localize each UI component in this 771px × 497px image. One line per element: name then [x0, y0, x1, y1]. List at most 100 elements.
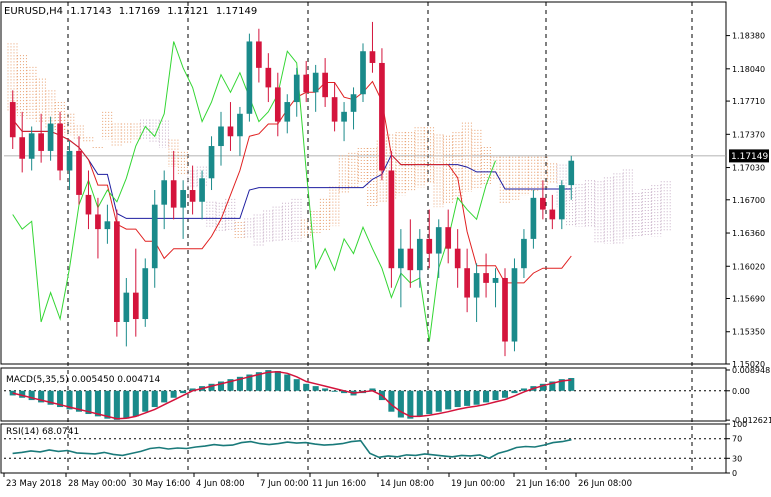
y-tick-label: 1.17710	[732, 97, 765, 106]
y-tick-label: 1.16700	[732, 196, 765, 205]
rsi-y-tick-label: 100	[732, 420, 747, 429]
candle-body	[398, 248, 404, 269]
current-price-value: 1.17149	[731, 152, 768, 162]
candle-body	[511, 268, 518, 342]
candle-body	[57, 123, 63, 171]
candle	[388, 150, 395, 288]
ohlc-close: 1.17149	[216, 6, 257, 17]
macd-bar	[75, 390, 83, 412]
candle	[369, 21, 376, 73]
candle-body	[502, 277, 508, 342]
macd-bar	[293, 379, 300, 391]
macd-bar	[397, 390, 404, 418]
ohlc-low: 1.17121	[167, 6, 208, 17]
macd-bar	[454, 390, 461, 408]
candle-body	[521, 238, 527, 269]
macd-bar	[473, 390, 480, 405]
candle-body	[227, 126, 234, 137]
macd-bar	[170, 390, 177, 398]
x-tick-label: 14 Jun 08:00	[380, 479, 434, 489]
x-tick-label: 21 Jun 16:00	[516, 479, 570, 489]
x-tick-label: 26 Jun 08:00	[578, 479, 632, 489]
candle	[199, 170, 205, 220]
candle	[189, 165, 196, 215]
candle-body	[38, 133, 44, 151]
candle-body	[218, 126, 224, 147]
candle-body	[104, 221, 111, 230]
panel-frame	[0, 1, 727, 365]
candle-body	[246, 41, 253, 114]
chart-header: EURUSD,H4 1.17143 1.17169 1.17121 1.1714…	[4, 6, 257, 17]
y-tick-label: 1.18040	[732, 65, 765, 74]
candle	[341, 102, 347, 142]
macd-bar	[549, 381, 556, 391]
candle-body	[435, 227, 442, 254]
macd-bar	[255, 372, 262, 391]
rsi-line	[12, 438, 572, 460]
rsi-title: RSI(14) 68.0741	[6, 427, 79, 437]
candle-body	[19, 137, 26, 159]
panel-frame	[0, 423, 727, 474]
symbol-label: EURUSD,H4	[4, 6, 63, 17]
rsi-y-tick-label: 30	[732, 454, 742, 463]
candle-body	[473, 273, 480, 298]
candle-body	[379, 62, 385, 171]
macd-bar	[388, 390, 395, 412]
candle	[85, 170, 92, 230]
candle-body	[388, 170, 395, 269]
chikou-span-line	[12, 41, 496, 342]
candle-body	[445, 227, 452, 249]
candle-body	[114, 221, 120, 322]
candle	[274, 72, 281, 137]
macd-bar	[511, 390, 518, 394]
candle-body	[151, 204, 158, 269]
y-tick-label: 1.16020	[732, 262, 765, 271]
candle	[47, 116, 54, 161]
candle	[350, 87, 357, 130]
macd-bar	[331, 390, 338, 392]
macd-bar	[180, 390, 187, 394]
candle	[293, 67, 300, 117]
candle	[114, 209, 120, 337]
candle	[284, 94, 291, 134]
candle	[95, 197, 101, 259]
candle-body	[9, 102, 16, 138]
y-tick-label: 1.15690	[732, 295, 765, 304]
x-tick-label: 30 May 16:00	[132, 479, 190, 489]
candle	[426, 209, 433, 269]
candle-body	[464, 268, 470, 298]
candle-body	[341, 111, 347, 122]
macd-bar	[369, 388, 376, 391]
candle-body	[28, 133, 35, 159]
rsi-y-tick-label: 0	[732, 469, 737, 478]
candle-body	[331, 97, 338, 122]
macd-bar	[568, 377, 575, 391]
macd-bar	[66, 390, 73, 410]
candle-body	[549, 209, 556, 220]
macd-bar	[416, 390, 423, 417]
macd-bar	[312, 386, 319, 391]
candle	[473, 263, 480, 322]
macd-bar	[464, 390, 471, 406]
candle	[435, 219, 442, 278]
macd-bar	[151, 390, 158, 408]
tenkan-sen-line	[12, 80, 572, 284]
ohlc-open: 1.17143	[70, 6, 111, 17]
macd-bar	[539, 383, 546, 391]
candle-body	[540, 197, 546, 210]
candle	[492, 268, 499, 308]
macd-bar	[483, 390, 490, 403]
candle-body	[189, 190, 196, 202]
candle	[454, 229, 461, 288]
current-price-tag: 1.17149	[729, 149, 769, 163]
candle	[123, 277, 130, 347]
macd-bar	[47, 390, 54, 405]
macd-bar	[227, 379, 234, 391]
candle	[246, 33, 253, 122]
macd-bar	[445, 390, 452, 410]
macd-bar	[142, 390, 149, 412]
candle	[558, 180, 565, 230]
macd-bar	[322, 388, 329, 391]
